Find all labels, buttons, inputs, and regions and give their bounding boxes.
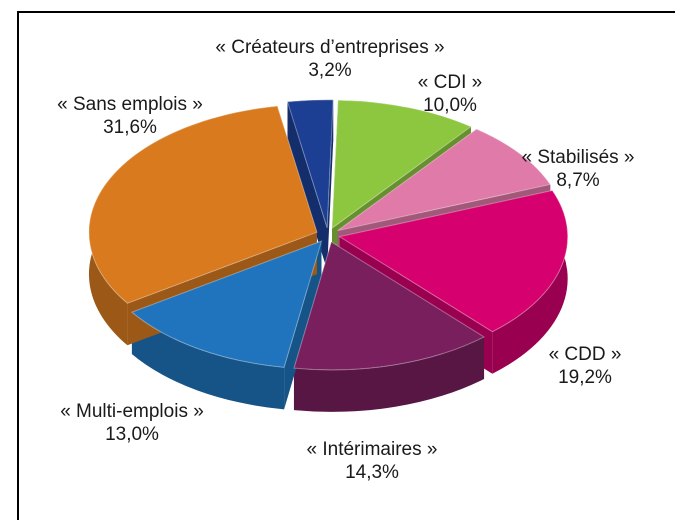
slice-label: « Stabilisés » <box>521 147 634 168</box>
slice-label: « Sans emplois » <box>57 94 203 115</box>
slice-side <box>131 312 285 410</box>
slice-value-label: 3,2% <box>308 60 351 81</box>
slice-side <box>492 190 568 374</box>
slice-label: « Intérimaires » <box>307 439 438 460</box>
frame <box>17 11 675 520</box>
slice <box>286 99 334 228</box>
slice-label: « Multi-emplois » <box>60 401 204 422</box>
pie-tops <box>88 99 569 371</box>
slice-label: « Créateurs d’entreprises » <box>215 37 444 58</box>
slice-value-label: 14,3% <box>345 462 399 483</box>
slice-value-label: 10,0% <box>423 95 477 116</box>
slice <box>88 105 318 304</box>
slice <box>293 241 486 371</box>
labels: « Créateurs d’entreprises »3,2% « CDI »10… <box>57 37 634 483</box>
slice-value-label: 31,6% <box>103 117 157 138</box>
slice <box>130 240 323 368</box>
slice-value-label: 13,0% <box>105 424 159 445</box>
slice <box>331 99 472 230</box>
slice-label: « CDD » <box>549 344 622 365</box>
slice-value-label: 19,2% <box>558 367 612 388</box>
slice <box>338 189 569 333</box>
slice-label: « CDI » <box>418 72 482 93</box>
slice-side <box>293 336 485 412</box>
slice-radial-side <box>287 99 334 270</box>
slice-value-label: 8,7% <box>556 170 599 191</box>
slice <box>337 128 552 232</box>
